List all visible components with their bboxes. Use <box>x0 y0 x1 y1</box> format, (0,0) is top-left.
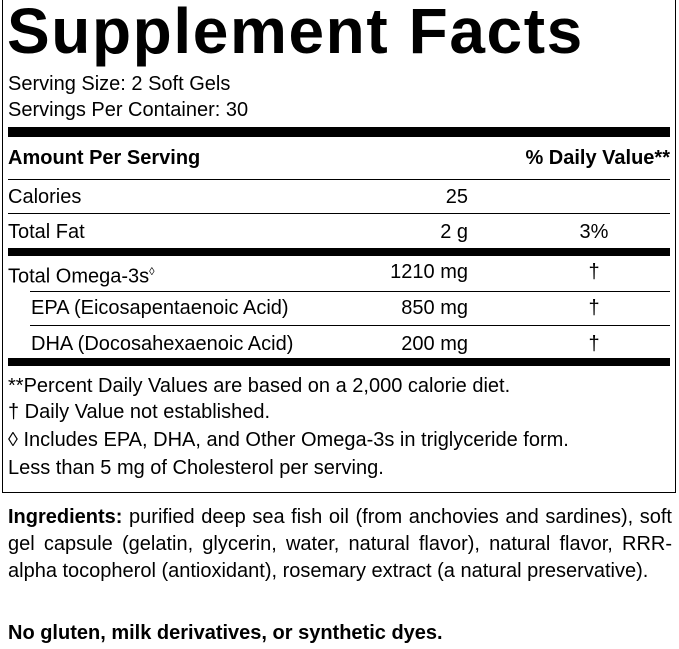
row-name: Total Omega-3s◊ <box>8 260 155 289</box>
row-amount: 2 g <box>440 221 468 243</box>
row-amount: 850 mg <box>401 297 468 319</box>
row-name-text: Total Omega-3s <box>8 265 150 288</box>
rule <box>8 213 670 214</box>
row-amount: 1210 mg <box>390 261 468 283</box>
rule <box>30 291 670 292</box>
amount-header: Amount Per Serving <box>8 147 201 169</box>
rule <box>8 179 670 180</box>
footnote: **Percent Daily Values are based on a 2,… <box>8 375 511 397</box>
footnote: † Daily Value not established. <box>8 401 271 423</box>
row-dv: † <box>588 297 600 319</box>
thick-rule <box>8 248 670 256</box>
footnote: ◊ Includes EPA, DHA, and Other Omega-3s … <box>8 429 569 451</box>
row-name: DHA (Docosahexaenoic Acid) <box>31 333 294 355</box>
row-dv: † <box>588 333 600 355</box>
ingredients-label: Ingredients: <box>8 506 123 528</box>
row-mark: ◊ <box>149 266 155 278</box>
servings-per-container: Servings Per Container: 30 <box>8 99 249 121</box>
row-amount: 200 mg <box>401 333 468 355</box>
thick-rule <box>8 358 670 366</box>
row-dv: † <box>588 261 600 283</box>
row-dv: 3% <box>579 221 609 243</box>
row-name: Calories <box>8 186 82 208</box>
thick-rule <box>8 127 670 137</box>
row-amount: 25 <box>445 186 468 208</box>
ingredients-text: purified deep sea fish oil (from anchovi… <box>8 506 672 582</box>
allergen-note: No gluten, milk derivatives, or syntheti… <box>8 622 443 644</box>
row-name: Total Fat <box>8 221 85 243</box>
rule <box>30 325 670 326</box>
ingredients: Ingredients: purified deep sea fish oil … <box>8 504 672 585</box>
serving-size: Serving Size: 2 Soft Gels <box>8 73 231 95</box>
footnote: Less than 5 mg of Cholesterol per servin… <box>8 457 384 479</box>
daily-value-header: % Daily Value** <box>525 147 670 169</box>
facts-panel <box>2 0 676 493</box>
row-name: EPA (Eicosapentaenoic Acid) <box>31 297 289 319</box>
title: Supplement Facts <box>7 0 584 67</box>
